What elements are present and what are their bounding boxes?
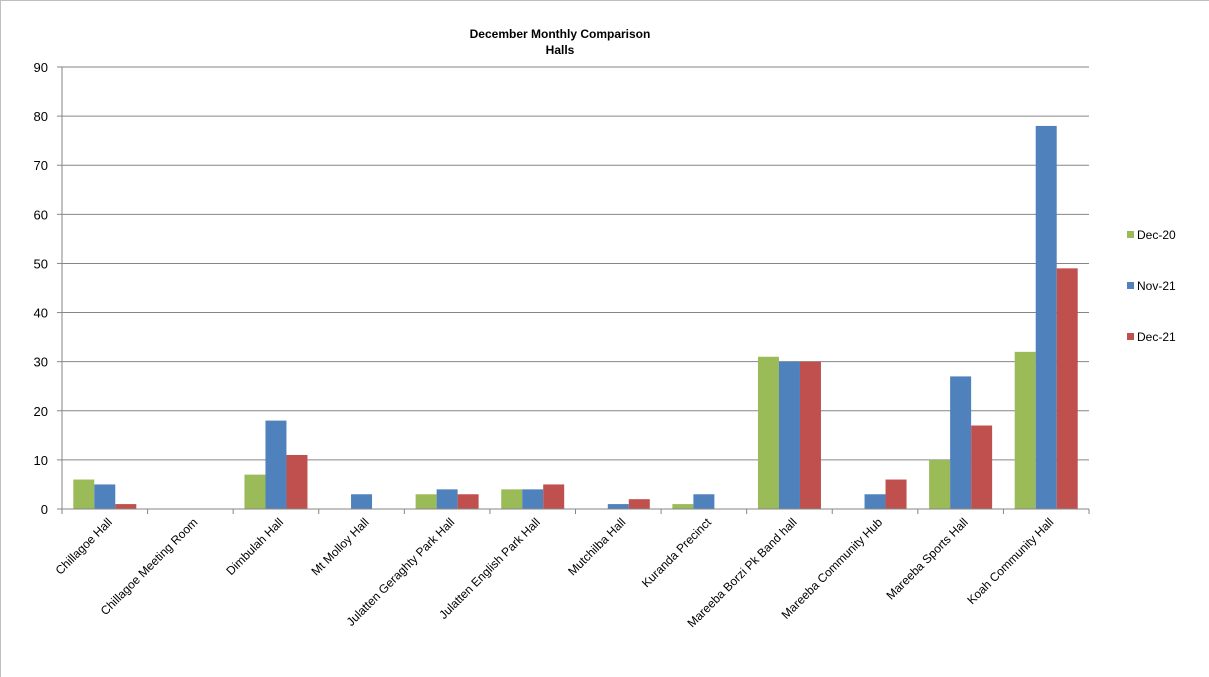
bar-dec-21 bbox=[628, 499, 650, 509]
bar-dec-20 bbox=[929, 459, 951, 509]
legend-label: Nov-21 bbox=[1137, 279, 1176, 293]
legend-swatch bbox=[1127, 333, 1134, 340]
x-category-label: Chillagoe Hall bbox=[53, 515, 115, 577]
y-tick-label: 70 bbox=[34, 158, 48, 173]
bar-nov-21 bbox=[864, 494, 886, 509]
y-tick-label: 20 bbox=[34, 404, 48, 419]
x-category-label: Mareeba Community Hub bbox=[779, 515, 886, 622]
bar-dec-20 bbox=[415, 494, 437, 509]
bar-dec-21 bbox=[1056, 268, 1078, 509]
x-category-label: Mareeba Sports Hall bbox=[883, 515, 970, 602]
bar-nov-21 bbox=[351, 494, 373, 509]
x-category-label: Kuranda Precinct bbox=[639, 515, 714, 590]
bar-dec-21 bbox=[115, 504, 137, 509]
legend-swatch bbox=[1127, 282, 1134, 289]
bars bbox=[73, 125, 1078, 509]
chart-subtitle: Halls bbox=[545, 43, 575, 57]
bar-dec-20 bbox=[672, 504, 694, 509]
y-tick-label: 10 bbox=[34, 453, 48, 468]
bar-nov-21 bbox=[522, 489, 544, 509]
bar-dec-21 bbox=[457, 494, 479, 509]
legend-label: Dec-20 bbox=[1137, 228, 1176, 242]
bar-nov-21 bbox=[693, 494, 715, 509]
bar-dec-20 bbox=[73, 479, 95, 509]
bar-dec-21 bbox=[885, 479, 907, 509]
bar-dec-20 bbox=[501, 489, 523, 509]
bar-nov-21 bbox=[265, 420, 287, 509]
x-category-label: Koah Community Hall bbox=[964, 515, 1056, 607]
y-tick-label: 80 bbox=[34, 109, 48, 124]
x-category-label: Julatten English Park Hall bbox=[436, 515, 543, 622]
bar-dec-21 bbox=[286, 454, 308, 509]
x-category-label: Mt Molloy Hall bbox=[308, 515, 371, 578]
bar-nov-21 bbox=[607, 504, 629, 509]
x-category-label: Dimbulah Hall bbox=[223, 515, 286, 578]
axes bbox=[61, 67, 1090, 514]
bar-dec-20 bbox=[1014, 351, 1036, 509]
bar-dec-20 bbox=[244, 474, 266, 509]
bar-dec-20 bbox=[757, 356, 779, 509]
y-tick-label: 60 bbox=[34, 207, 48, 222]
gridlines bbox=[57, 66, 1089, 510]
bar-nov-21 bbox=[436, 489, 458, 509]
chart-title: December Monthly Comparison bbox=[469, 27, 651, 41]
y-tick-label: 0 bbox=[41, 502, 48, 517]
bar-dec-21 bbox=[971, 425, 993, 509]
bar-dec-21 bbox=[543, 484, 565, 509]
bar-dec-21 bbox=[799, 361, 821, 509]
bar-nov-21 bbox=[778, 361, 800, 509]
x-category-label: Mutchilba Hall bbox=[565, 515, 628, 578]
legend-swatch bbox=[1127, 231, 1134, 238]
y-tick-labels: 0 10 20 30 40 50 60 70 80 90 bbox=[34, 60, 48, 517]
legend-label: Dec-21 bbox=[1137, 330, 1176, 344]
x-category-label: Chillagoe Meeting Room bbox=[98, 515, 201, 618]
bar-nov-21 bbox=[94, 484, 116, 509]
y-tick-label: 30 bbox=[34, 355, 48, 370]
y-tick-label: 90 bbox=[34, 60, 48, 75]
bar-nov-21 bbox=[1035, 125, 1057, 509]
y-tick-label: 40 bbox=[34, 306, 48, 321]
bar-nov-21 bbox=[950, 376, 972, 509]
legend: Dec-20 Nov-21 Dec-21 bbox=[1127, 228, 1176, 344]
y-tick-label: 50 bbox=[34, 256, 48, 271]
